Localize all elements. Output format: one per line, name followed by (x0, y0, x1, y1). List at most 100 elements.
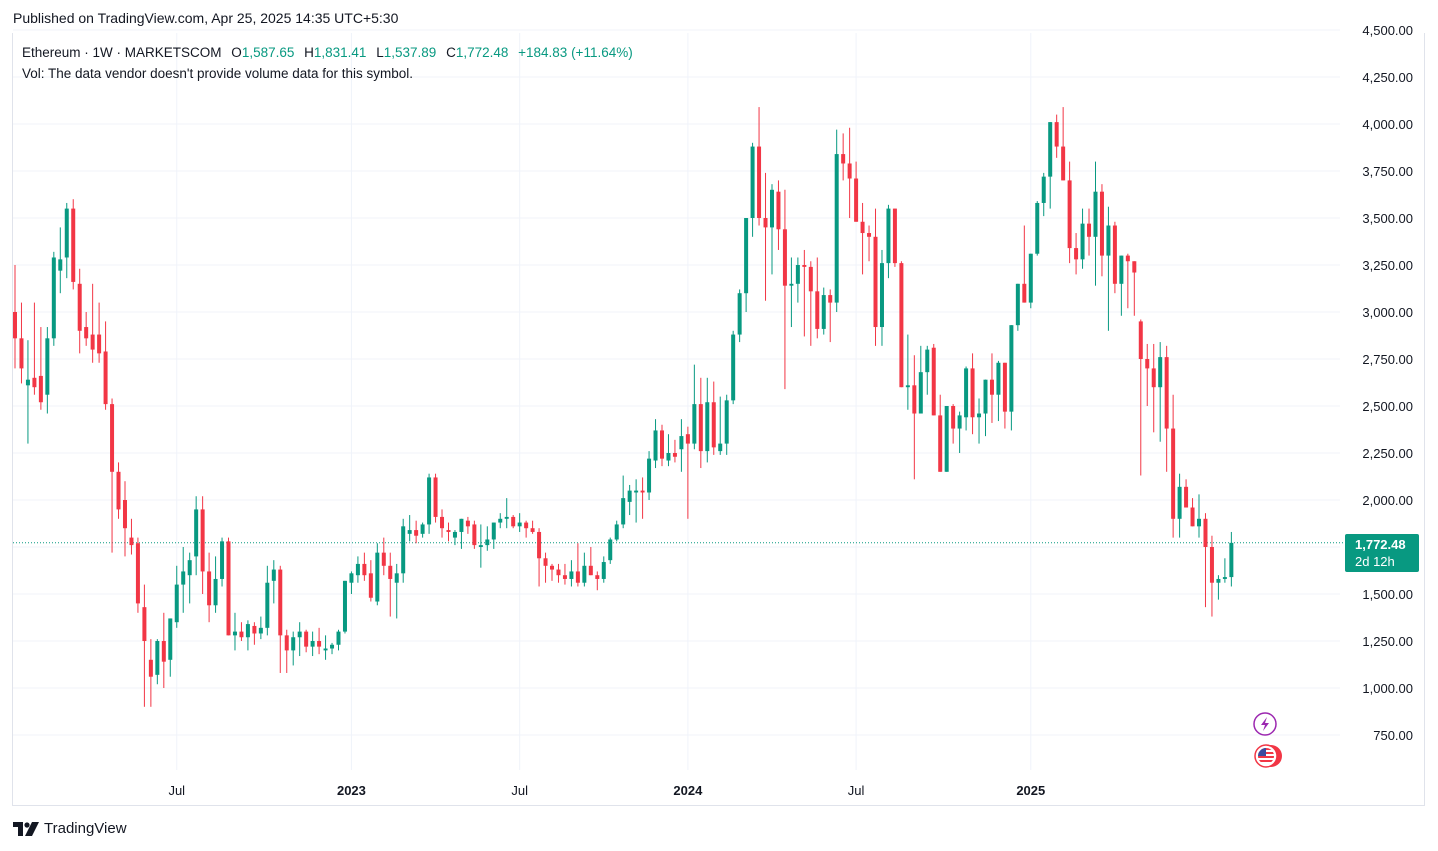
candle[interactable] (381, 537, 386, 576)
candle[interactable] (841, 133, 846, 181)
candle[interactable] (71, 199, 76, 290)
candle[interactable] (763, 172, 768, 301)
candle[interactable] (478, 524, 483, 568)
candle[interactable] (517, 513, 522, 532)
candle[interactable] (1190, 498, 1195, 527)
candle[interactable] (200, 496, 205, 594)
candle[interactable] (420, 522, 425, 538)
candle[interactable] (737, 289, 742, 343)
candle[interactable] (97, 302, 102, 363)
candle[interactable] (562, 563, 567, 585)
lightning-icon[interactable] (1253, 712, 1277, 736)
candle[interactable] (13, 265, 17, 369)
candle[interactable] (867, 225, 872, 262)
candle[interactable] (601, 556, 606, 583)
candle[interactable] (284, 629, 289, 673)
chart-frame[interactable] (12, 33, 1425, 806)
candle[interactable] (142, 584, 147, 707)
candle[interactable] (336, 629, 341, 651)
candle[interactable] (1151, 343, 1156, 433)
candle[interactable] (1184, 479, 1189, 508)
candle[interactable] (459, 518, 464, 549)
candle[interactable] (588, 547, 593, 576)
candle[interactable] (401, 518, 406, 583)
candle[interactable] (465, 516, 470, 534)
candle[interactable] (291, 631, 296, 666)
candle[interactable] (278, 565, 283, 673)
candle[interactable] (90, 283, 95, 363)
candle[interactable] (595, 571, 600, 591)
candle[interactable] (815, 257, 820, 339)
candle[interactable] (181, 547, 186, 613)
candle[interactable] (1132, 261, 1137, 316)
candle[interactable] (304, 629, 309, 653)
candle[interactable] (634, 479, 639, 523)
candle[interactable] (511, 515, 516, 529)
candle[interactable] (239, 622, 244, 641)
candle[interactable] (485, 526, 490, 551)
candle[interactable] (1009, 325, 1014, 431)
candle[interactable] (989, 353, 994, 423)
candle[interactable] (931, 343, 936, 416)
candle[interactable] (614, 520, 619, 542)
candle[interactable] (265, 565, 270, 636)
candle[interactable] (964, 366, 969, 431)
candle[interactable] (1222, 558, 1227, 583)
candle[interactable] (627, 484, 632, 516)
candle[interactable] (705, 377, 710, 463)
candle[interactable] (155, 639, 160, 685)
candle[interactable] (556, 563, 561, 583)
candle[interactable] (427, 473, 432, 534)
candle[interactable] (362, 552, 367, 581)
candle[interactable] (1106, 206, 1111, 331)
candle[interactable] (25, 340, 30, 444)
candle[interactable] (918, 345, 923, 414)
candle[interactable] (51, 251, 56, 346)
candle[interactable] (582, 552, 587, 587)
candle[interactable] (711, 381, 716, 455)
candle[interactable] (116, 462, 121, 519)
candle[interactable] (951, 404, 956, 444)
candle[interactable] (342, 580, 347, 634)
candle[interactable] (1177, 473, 1182, 538)
candle[interactable] (1164, 345, 1169, 472)
candle[interactable] (297, 622, 302, 657)
candle[interactable] (744, 218, 749, 312)
candle[interactable] (168, 618, 173, 677)
candle[interactable] (472, 520, 477, 549)
candle[interactable] (1229, 531, 1234, 587)
candle[interactable] (860, 202, 865, 275)
symbol-label[interactable]: Ethereum · 1W · MARKETSCOM (22, 45, 222, 60)
candle[interactable] (1041, 172, 1046, 217)
candle[interactable] (148, 639, 153, 707)
candle[interactable] (685, 426, 690, 519)
candle[interactable] (731, 330, 736, 405)
candle[interactable] (1138, 319, 1143, 476)
candle[interactable] (666, 434, 671, 467)
candle[interactable] (873, 208, 878, 346)
candle[interactable] (795, 257, 800, 303)
candle[interactable] (808, 261, 813, 346)
candle[interactable] (1022, 225, 1027, 303)
candle[interactable] (388, 552, 393, 617)
candle[interactable] (1080, 208, 1085, 269)
candle[interactable] (504, 498, 509, 529)
candle[interactable] (938, 394, 943, 472)
candle[interactable] (317, 627, 322, 655)
candle[interactable] (957, 411, 962, 453)
candle[interactable] (433, 473, 438, 523)
tradingview-logo[interactable]: TradingView (13, 820, 127, 837)
candle[interactable] (912, 355, 917, 480)
candle[interactable] (129, 518, 134, 555)
candle[interactable] (647, 451, 652, 500)
candle[interactable] (1119, 255, 1124, 316)
candle[interactable] (330, 642, 335, 655)
candle[interactable] (640, 477, 645, 519)
candle[interactable] (407, 515, 412, 542)
candle[interactable] (1054, 114, 1059, 158)
candle[interactable] (32, 302, 37, 395)
candle[interactable] (899, 261, 904, 388)
candle[interactable] (679, 419, 684, 472)
candle[interactable] (879, 249, 884, 346)
